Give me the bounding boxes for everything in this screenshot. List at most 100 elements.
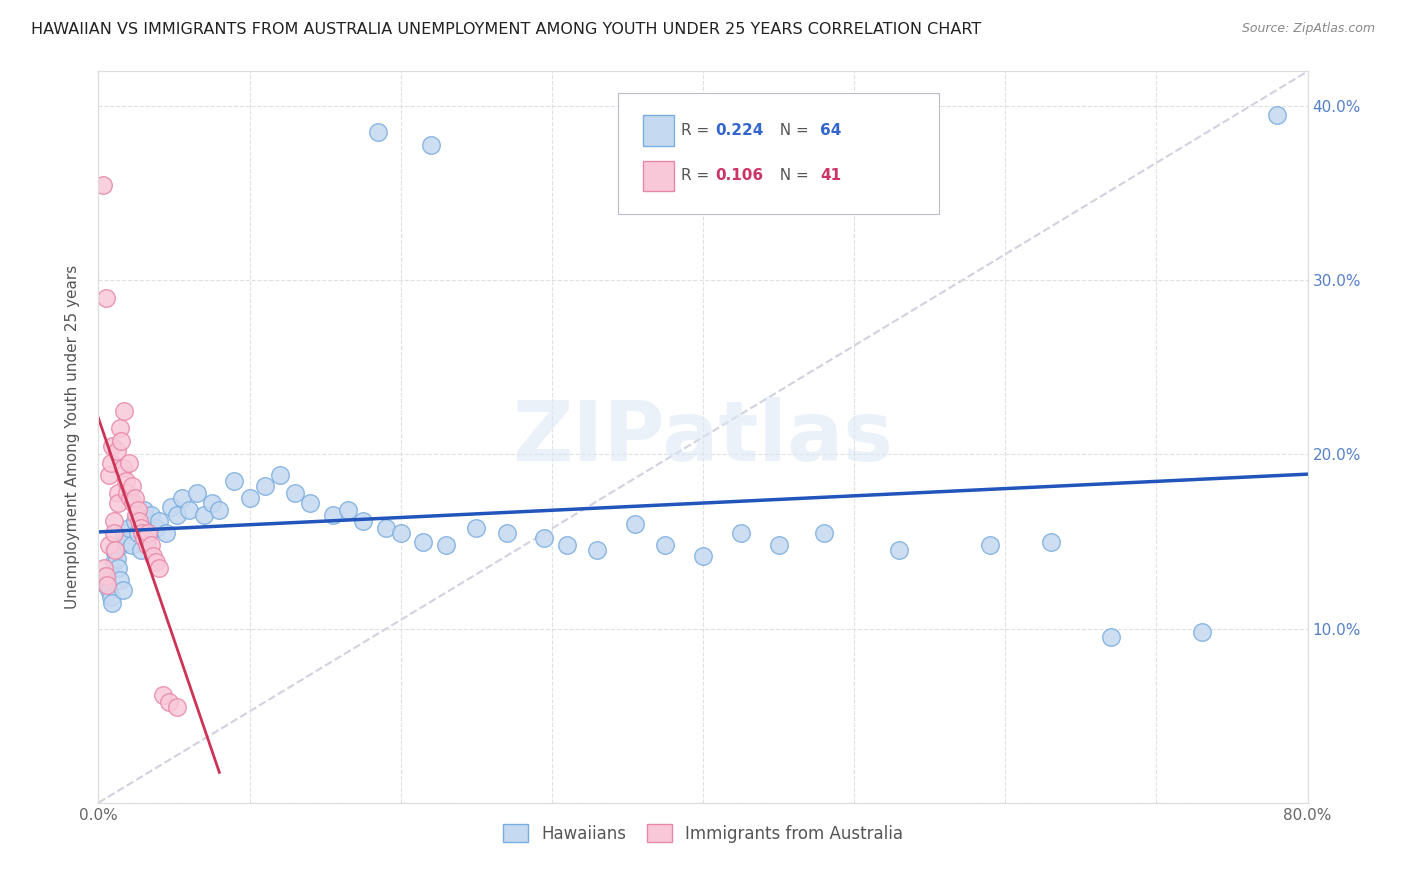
FancyBboxPatch shape — [619, 94, 939, 214]
Point — [93, 560, 115, 574]
Point — [135, 538, 157, 552]
Text: N =: N = — [769, 169, 813, 184]
Point — [132, 531, 155, 545]
Point — [128, 514, 150, 528]
Point — [148, 514, 170, 528]
Legend: Hawaiians, Immigrants from Australia: Hawaiians, Immigrants from Australia — [496, 818, 910, 849]
Text: HAWAIIAN VS IMMIGRANTS FROM AUSTRALIA UNEMPLOYMENT AMONG YOUTH UNDER 25 YEARS CO: HAWAIIAN VS IMMIGRANTS FROM AUSTRALIA UN… — [31, 22, 981, 37]
Point — [166, 508, 188, 523]
Point — [101, 439, 124, 453]
Point — [166, 700, 188, 714]
Point — [152, 688, 174, 702]
Point — [352, 514, 374, 528]
Point — [654, 538, 676, 552]
Point — [813, 525, 835, 540]
Point — [367, 125, 389, 139]
Point — [104, 543, 127, 558]
Point — [420, 137, 443, 152]
Point — [118, 521, 141, 535]
Point — [284, 485, 307, 500]
Point — [555, 538, 578, 552]
Point — [111, 461, 134, 475]
Point — [322, 508, 344, 523]
Point — [730, 525, 752, 540]
Point — [121, 538, 143, 552]
Point — [107, 560, 129, 574]
Text: 64: 64 — [820, 123, 842, 138]
Point — [1099, 631, 1122, 645]
Point — [131, 525, 153, 540]
Point — [389, 525, 412, 540]
Point — [105, 444, 128, 458]
Point — [101, 595, 124, 609]
Point — [98, 468, 121, 483]
Point — [586, 543, 609, 558]
Point — [100, 456, 122, 470]
Point — [105, 552, 128, 566]
Point — [127, 525, 149, 540]
Point — [91, 178, 114, 192]
Point — [124, 491, 146, 505]
Point — [121, 479, 143, 493]
Point — [768, 538, 790, 552]
Point — [336, 503, 359, 517]
Point — [110, 538, 132, 552]
Point — [103, 514, 125, 528]
Point — [145, 521, 167, 535]
Point — [112, 404, 135, 418]
Point — [114, 474, 136, 488]
Point — [434, 538, 457, 552]
Text: 41: 41 — [820, 169, 841, 184]
Point — [179, 503, 201, 517]
Point — [100, 591, 122, 605]
Point — [98, 583, 121, 598]
Point — [135, 531, 157, 545]
Point — [129, 521, 152, 535]
Point — [142, 549, 165, 563]
Point — [186, 485, 208, 500]
Point — [111, 583, 134, 598]
Point — [160, 500, 183, 514]
Point — [624, 517, 647, 532]
Point — [120, 491, 142, 505]
Point — [94, 291, 117, 305]
Point — [136, 525, 159, 540]
Point — [299, 496, 322, 510]
Text: 0.224: 0.224 — [716, 123, 763, 138]
Point — [96, 573, 118, 587]
Point — [148, 560, 170, 574]
Point — [412, 534, 434, 549]
Point — [112, 525, 135, 540]
Point — [495, 525, 517, 540]
Point — [118, 456, 141, 470]
Point — [159, 695, 181, 709]
Point — [692, 549, 714, 563]
Point — [98, 538, 121, 552]
Point — [94, 569, 117, 583]
FancyBboxPatch shape — [643, 115, 673, 146]
Point — [127, 503, 149, 517]
Point — [253, 479, 276, 493]
Point — [155, 525, 177, 540]
Point — [108, 573, 131, 587]
Point — [103, 556, 125, 570]
Point — [93, 569, 115, 583]
Point — [107, 496, 129, 510]
Point — [129, 543, 152, 558]
Point — [141, 508, 163, 523]
Point — [103, 525, 125, 540]
Point — [374, 521, 396, 535]
Point — [170, 491, 193, 505]
Point — [465, 521, 488, 535]
Point — [107, 485, 129, 500]
Point — [533, 531, 555, 545]
Point — [141, 538, 163, 552]
Point — [103, 543, 125, 558]
Point — [889, 543, 911, 558]
Point — [94, 578, 117, 592]
Point — [122, 496, 145, 510]
Text: ZIPatlas: ZIPatlas — [513, 397, 893, 477]
Point — [108, 421, 131, 435]
Y-axis label: Unemployment Among Youth under 25 years: Unemployment Among Youth under 25 years — [65, 265, 80, 609]
Point — [114, 534, 136, 549]
